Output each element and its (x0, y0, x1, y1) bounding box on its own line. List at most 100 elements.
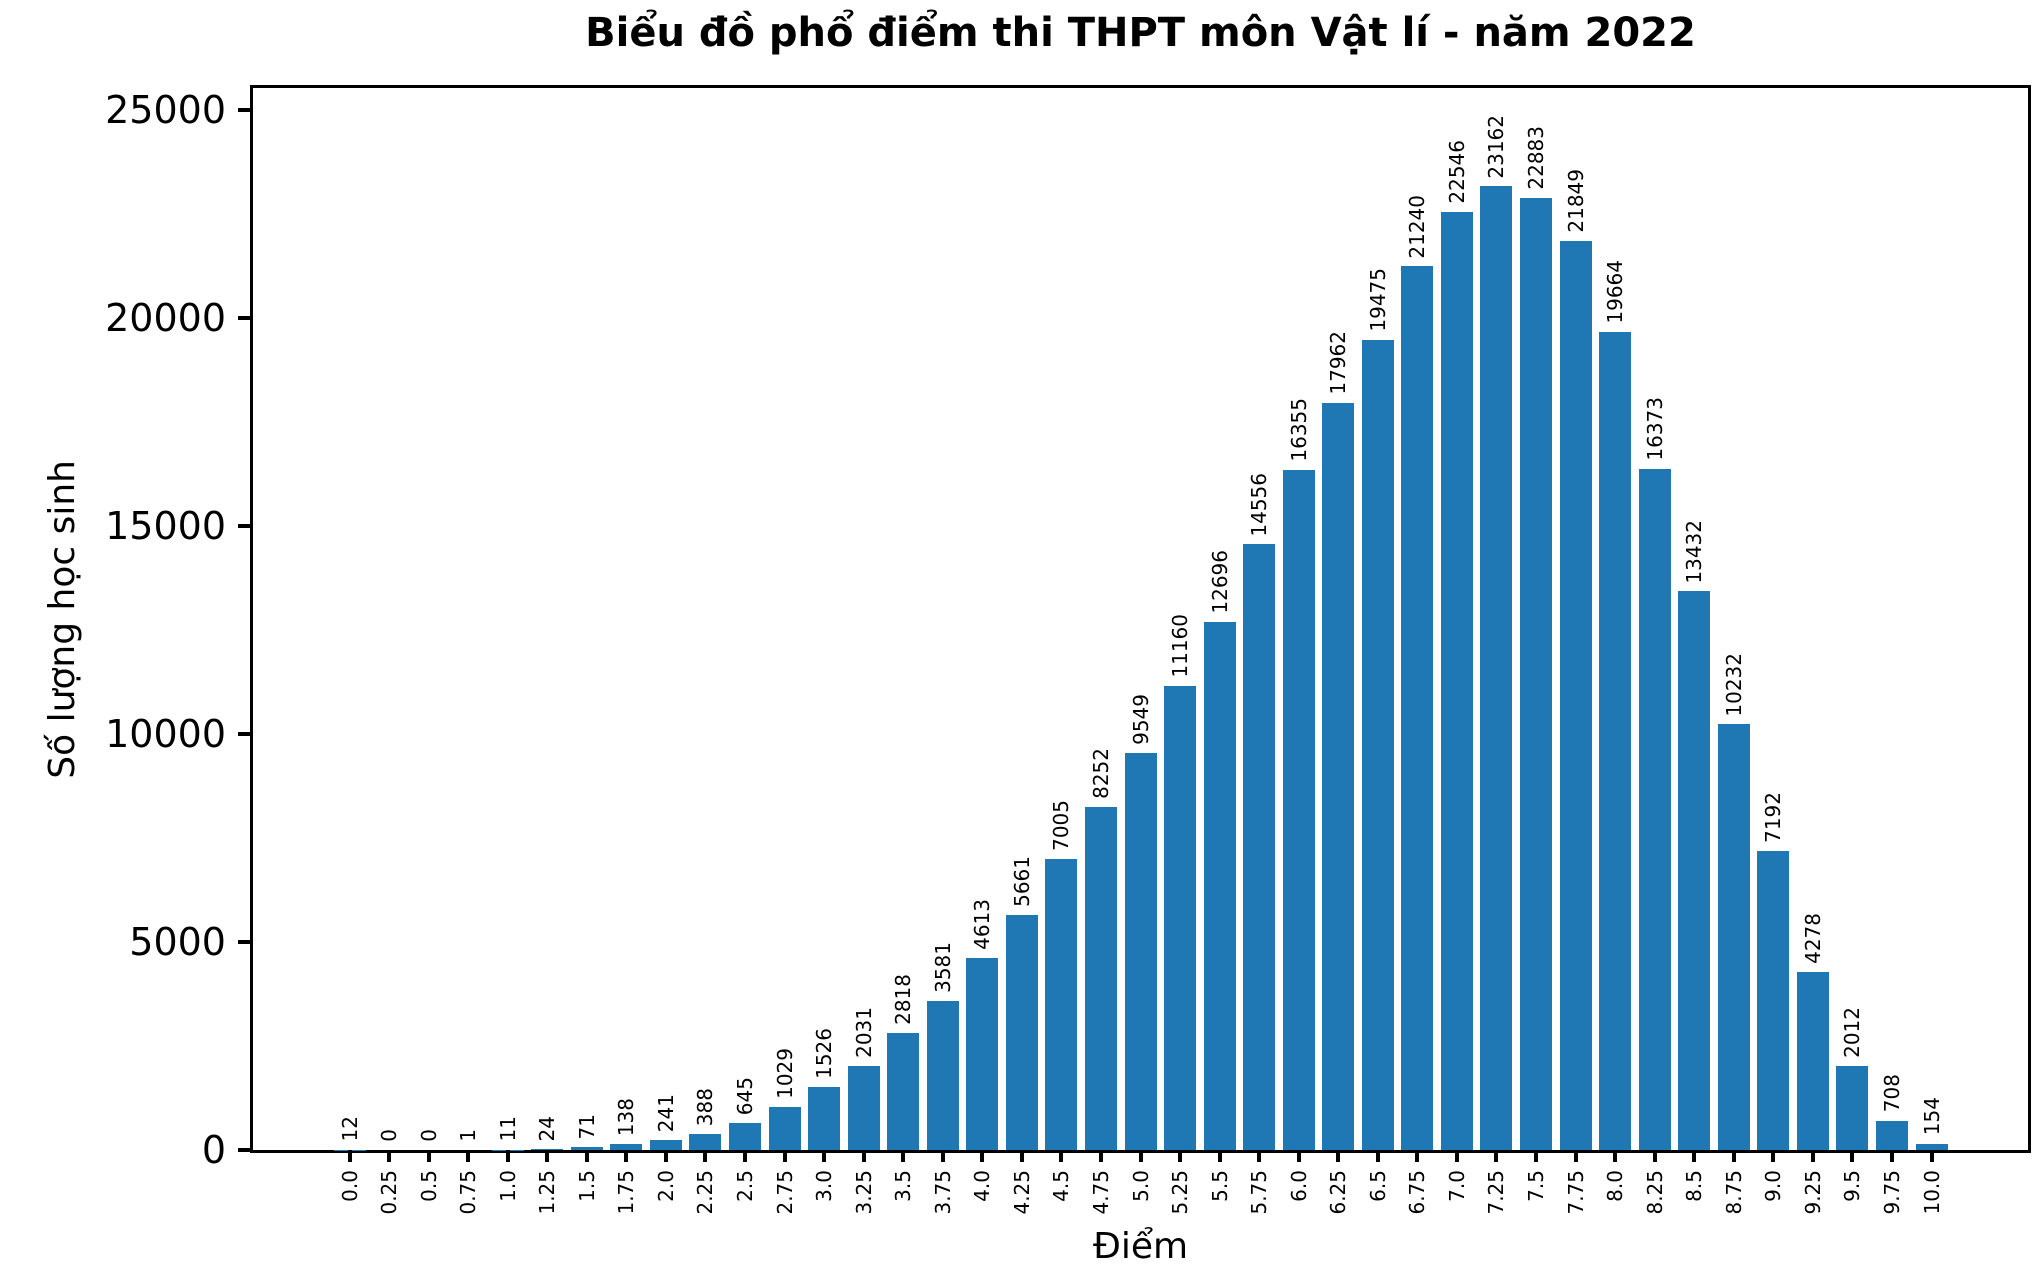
x-tick-text: 8.25 (1642, 1170, 1667, 1215)
y-tick-label: 15000 (105, 504, 226, 548)
bar-value-label: 241 (646, 1094, 686, 1132)
x-tick-text: 6.0 (1286, 1170, 1311, 1202)
x-tick-mark (387, 1150, 392, 1162)
bar-value-text: 0 (416, 1129, 441, 1142)
x-tick-text: 9.0 (1761, 1170, 1786, 1202)
bar-value-label: 23162 (1476, 115, 1516, 179)
bar-value-label: 1029 (765, 1048, 805, 1099)
x-tick-mark (822, 1150, 827, 1162)
bar-value-text: 22883 (1524, 126, 1548, 191)
x-tick-mark (901, 1150, 906, 1162)
bar-value-text: 16355 (1286, 398, 1311, 462)
x-tick-text: 2.0 (653, 1170, 678, 1202)
bar-value-label: 22546 (1437, 140, 1477, 204)
x-tick-label: 5.5 (1200, 1170, 1240, 1202)
x-tick-text: 3.5 (891, 1170, 916, 1202)
bar-value-text: 71 (574, 1113, 599, 1140)
bar (531, 1149, 564, 1150)
x-tick-mark (466, 1150, 471, 1162)
x-tick-text: 5.75 (1247, 1170, 1272, 1215)
bar-value-text: 21240 (1405, 194, 1430, 259)
x-tick-mark (1731, 1150, 1736, 1162)
bar-value-text: 13432 (1682, 519, 1707, 584)
x-tick-text: 7.25 (1484, 1170, 1509, 1215)
x-tick-label: 3.75 (923, 1170, 963, 1215)
x-tick-text: 0.75 (456, 1170, 481, 1215)
x-tick-label: 2.0 (646, 1170, 686, 1202)
bar-value-text: 2031 (851, 1006, 876, 1058)
x-tick-text: 6.25 (1326, 1170, 1351, 1215)
bar-value-text: 19664 (1603, 260, 1628, 324)
x-tick-mark (1494, 1150, 1499, 1162)
bar-value-label: 16355 (1279, 398, 1319, 462)
bar (1836, 1066, 1869, 1150)
x-tick-mark (1217, 1150, 1222, 1162)
x-tick-label: 3.0 (804, 1170, 844, 1202)
x-tick-label: 3.25 (844, 1170, 884, 1215)
bar-value-label: 154 (1912, 1097, 1952, 1135)
bar-value-text: 388 (693, 1087, 718, 1126)
x-tick-text: 1.0 (495, 1170, 520, 1202)
x-tick-label: 4.75 (1081, 1170, 1121, 1215)
x-tick-mark (1613, 1150, 1618, 1162)
bar (808, 1086, 841, 1150)
x-tick-text: 1.75 (614, 1170, 639, 1215)
x-tick-mark (1692, 1150, 1697, 1162)
x-tick-mark (1178, 1150, 1183, 1162)
bar-value-label: 7005 (1041, 800, 1081, 851)
x-tick-mark (545, 1150, 550, 1162)
x-tick-label: 0.5 (409, 1170, 449, 1202)
bar-value-text: 645 (733, 1076, 757, 1116)
x-tick-mark (1652, 1150, 1657, 1162)
bar-value-text: 0 (377, 1129, 402, 1142)
bar-value-label: 1526 (804, 1028, 844, 1079)
bar-value-text: 9549 (1128, 693, 1153, 745)
y-tick-label: 20000 (105, 296, 226, 340)
x-tick-text: 9.25 (1800, 1170, 1825, 1215)
x-tick-label: 4.25 (1002, 1170, 1042, 1215)
y-tick-mark (238, 108, 253, 112)
y-tick-mark (238, 316, 253, 320)
bar-value-text: 22546 (1444, 140, 1469, 205)
x-tick-mark (663, 1150, 668, 1162)
bar-value-label: 388 (685, 1088, 725, 1126)
x-tick-label: 5.0 (1121, 1170, 1161, 1202)
bar-value-label: 3581 (923, 942, 963, 993)
x-tick-label: 9.75 (1872, 1170, 1912, 1215)
bar (1401, 266, 1434, 1150)
bar (847, 1065, 880, 1150)
x-tick-text: 4.5 (1049, 1170, 1074, 1202)
x-tick-label: 7.0 (1437, 1170, 1477, 1202)
x-tick-label: 4.0 (962, 1170, 1002, 1202)
x-tick-text: 7.5 (1524, 1170, 1548, 1202)
bar-value-text: 5661 (1009, 855, 1034, 907)
x-tick-label: 10.0 (1912, 1170, 1952, 1215)
bar-value-label: 0 (369, 1129, 409, 1142)
y-tick-label: 25000 (105, 88, 226, 132)
bar (1124, 752, 1157, 1150)
bar (1599, 331, 1632, 1150)
bar (926, 1001, 959, 1150)
bar-value-text: 1526 (812, 1027, 837, 1079)
x-tick-text: 9.5 (1840, 1170, 1865, 1202)
x-tick-text: 5.5 (1207, 1170, 1232, 1202)
x-tick-mark (1771, 1150, 1776, 1162)
x-tick-label: 8.5 (1674, 1170, 1714, 1202)
x-tick-text: 8.75 (1721, 1170, 1746, 1215)
bar-value-text: 2818 (891, 973, 916, 1025)
y-tick-mark (238, 732, 253, 736)
x-tick-label: 9.25 (1793, 1170, 1833, 1215)
bar (1796, 972, 1829, 1150)
bar-value-label: 13432 (1674, 520, 1714, 584)
bar (1282, 469, 1315, 1150)
x-tick-mark (1929, 1150, 1934, 1162)
bar-value-text: 12696 (1207, 550, 1232, 614)
y-tick-label: 10000 (105, 712, 226, 756)
bar-value-label: 2012 (1832, 1007, 1872, 1058)
bar-value-label: 16373 (1635, 397, 1675, 461)
x-tick-text: 3.75 (930, 1170, 955, 1215)
bar-value-text: 1029 (772, 1048, 797, 1100)
x-tick-label: 2.75 (765, 1170, 805, 1215)
x-tick-label: 6.5 (1358, 1170, 1398, 1202)
x-tick-mark (1573, 1150, 1578, 1162)
